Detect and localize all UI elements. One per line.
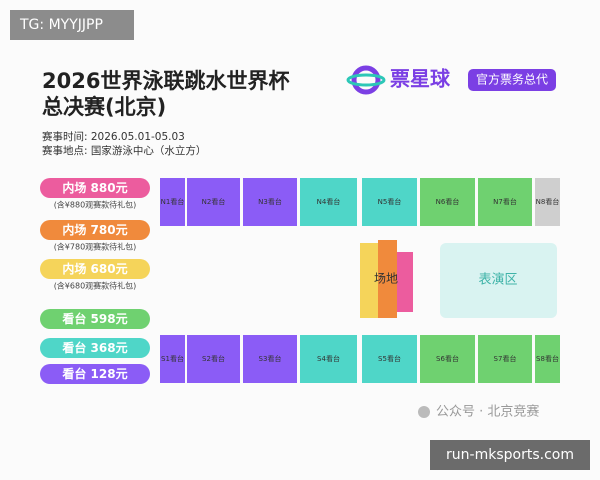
seat-label: S2看台 (202, 354, 225, 363)
site: run-mksports.com (446, 447, 574, 463)
seat-block (362, 178, 417, 226)
price-label: 看台 598元 (62, 311, 127, 326)
seat-block (535, 178, 560, 226)
overlay-tag-box (10, 10, 134, 40)
seat-label: N6看台 (436, 197, 460, 206)
price-pill (40, 338, 150, 358)
price-legend: 内场 880元 (含¥880观赛款待礼包) 内场 780元 (含¥780观赛款待礼包)… (40, 178, 150, 384)
seat-label: N4看台 (317, 197, 341, 206)
logo-icon (351, 65, 381, 95)
overlay-tag: TG: MYYJJPP (19, 17, 103, 33)
price-pill (40, 259, 150, 279)
price-label: 内场 880元 (62, 180, 127, 195)
seat-block (160, 335, 185, 383)
seat-label: N2看台 (202, 197, 226, 206)
seat-label: N1看台 (161, 197, 185, 206)
brand: 票星球 (390, 67, 451, 91)
title: 2026世界泳联跳水世界杯 (42, 69, 289, 93)
seat-block (187, 335, 240, 383)
watermark: 公众号 · 北京竞赛 (418, 404, 539, 420)
event-time: 赛事时间: 2026.05.01-05.03 (42, 130, 185, 143)
event-place: 赛事地点: 国家游泳中心（水立方） (42, 144, 206, 157)
title: 总决赛(北京) (42, 95, 166, 119)
seat-block (535, 335, 560, 383)
field-zone-680 (360, 243, 378, 318)
site-box (430, 440, 590, 470)
field-zone-780 (378, 240, 397, 318)
seat-label: S8看台 (536, 354, 559, 363)
seat-label: S3看台 (259, 354, 282, 363)
seat-block (478, 335, 532, 383)
seat-block (300, 335, 357, 383)
seat-block (160, 178, 185, 226)
seat-label: S7看台 (494, 354, 517, 363)
seat-label: N3看台 (258, 197, 282, 206)
seat-block (420, 178, 475, 226)
seat-label: S1看台 (161, 354, 184, 363)
logo-ring (346, 73, 386, 87)
price-pill (40, 364, 150, 384)
price-note: (含¥680观赛款待礼包) (54, 281, 137, 291)
seat-label: N8看台 (536, 197, 560, 206)
seat-block (243, 335, 297, 383)
seat-block (300, 178, 357, 226)
stage (440, 243, 557, 318)
seat-label: N5看台 (378, 197, 402, 206)
seat-label: S4看台 (317, 354, 340, 363)
field-label: 场地 (374, 272, 398, 286)
field-zone-880 (397, 252, 413, 312)
price-label: 看台 128元 (62, 366, 127, 381)
stage-label: 表演区 (478, 272, 517, 288)
price-note: (含¥780观赛款待礼包) (54, 242, 137, 252)
seat-label: S5看台 (378, 354, 401, 363)
seat-block (362, 335, 417, 383)
seat-label: N7看台 (493, 197, 517, 206)
price-label: 内场 680元 (62, 261, 127, 276)
seat-block (243, 178, 297, 226)
seat-block (420, 335, 475, 383)
brand-tag-box (468, 69, 556, 91)
brand-logo: 票星球 官方票务总代 (346, 65, 556, 95)
price-note: (含¥880观赛款待礼包) (54, 200, 137, 210)
wechat-icon (418, 406, 430, 418)
price-label: 内场 780元 (62, 222, 127, 237)
seat-label: S6看台 (436, 354, 459, 363)
seat-map: 场地 表演区 N1看台 N2看台 N3看台 N4看台 N5看台 N6看台 N7看台 N8看台 S… (160, 178, 560, 383)
price-pill (40, 178, 150, 198)
price-label: 看台 368元 (62, 340, 127, 355)
price-pill (40, 220, 150, 240)
price-pill (40, 309, 150, 329)
seat-block (478, 178, 532, 226)
watermark-text: 公众号 · 北京竞赛 (436, 404, 539, 420)
brand-tag: 官方票务总代 (476, 72, 548, 87)
seat-block (187, 178, 240, 226)
